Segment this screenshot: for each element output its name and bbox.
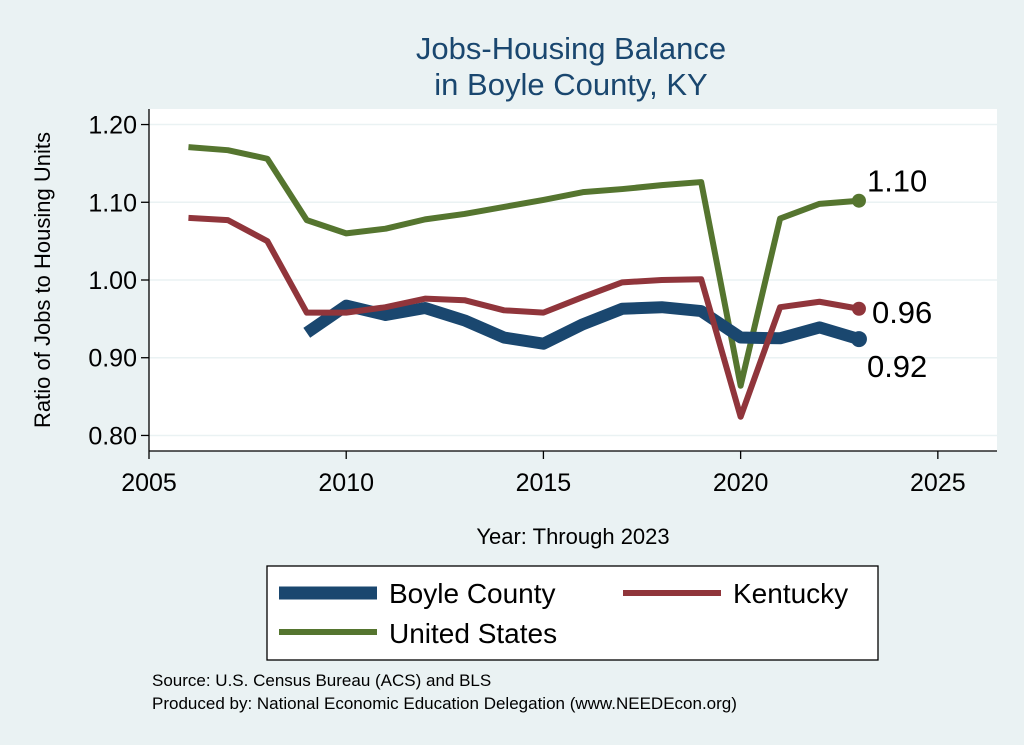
series-line-united-states <box>188 144 860 389</box>
y-axis-title: Ratio of Jobs to Housing Units <box>30 132 55 428</box>
source-note: Source: U.S. Census Bureau (ACS) and BLS <box>152 671 491 690</box>
end-label-united-states: 1.10 <box>867 164 927 199</box>
x-tick-label-3: 2020 <box>713 469 769 497</box>
legend-label-kentucky: Kentucky <box>733 578 848 609</box>
x-tick-label-0: 2005 <box>121 469 177 497</box>
end-label-boyle-county: 0.92 <box>867 349 927 384</box>
legend-box <box>266 565 879 661</box>
legend: Boyle County Kentucky United States <box>266 565 879 661</box>
end-marker-kentucky <box>851 301 866 316</box>
x-tick-label-4: 2025 <box>910 469 966 497</box>
x-tick-label-1: 2010 <box>318 469 374 497</box>
end-marker-united-states <box>851 193 866 208</box>
y-tick-label-2: 1.00 <box>88 267 137 295</box>
x-axis-title: Year: Through 2023 <box>476 524 669 549</box>
end-marker-boyle-county <box>850 331 867 348</box>
series-lines <box>188 144 861 420</box>
y-tick-label-0: 0.80 <box>88 422 137 450</box>
end-markers: 0.92 0.96 1.10 <box>850 164 932 384</box>
x-tick-label-2: 2015 <box>516 469 572 497</box>
y-tick-label-3: 1.10 <box>88 189 137 217</box>
series-line-kentucky <box>188 214 860 420</box>
y-tick-label-1: 0.90 <box>88 345 137 373</box>
legend-label-boyle-county: Boyle County <box>389 578 556 609</box>
chart-title-line-2: in Boyle County, KY <box>434 67 707 102</box>
end-label-kentucky: 0.96 <box>872 295 932 330</box>
legend-label-united-states: United States <box>389 618 557 649</box>
chart-title-line-1: Jobs-Housing Balance <box>416 31 726 66</box>
y-tick-label-4: 1.20 <box>88 112 137 140</box>
x-axis-ticks: 2005 2010 2015 2020 2025 <box>121 451 966 497</box>
y-axis-ticks: 0.80 0.90 1.00 1.10 1.20 <box>88 112 149 450</box>
producer-note: Produced by: National Economic Education… <box>152 694 737 713</box>
